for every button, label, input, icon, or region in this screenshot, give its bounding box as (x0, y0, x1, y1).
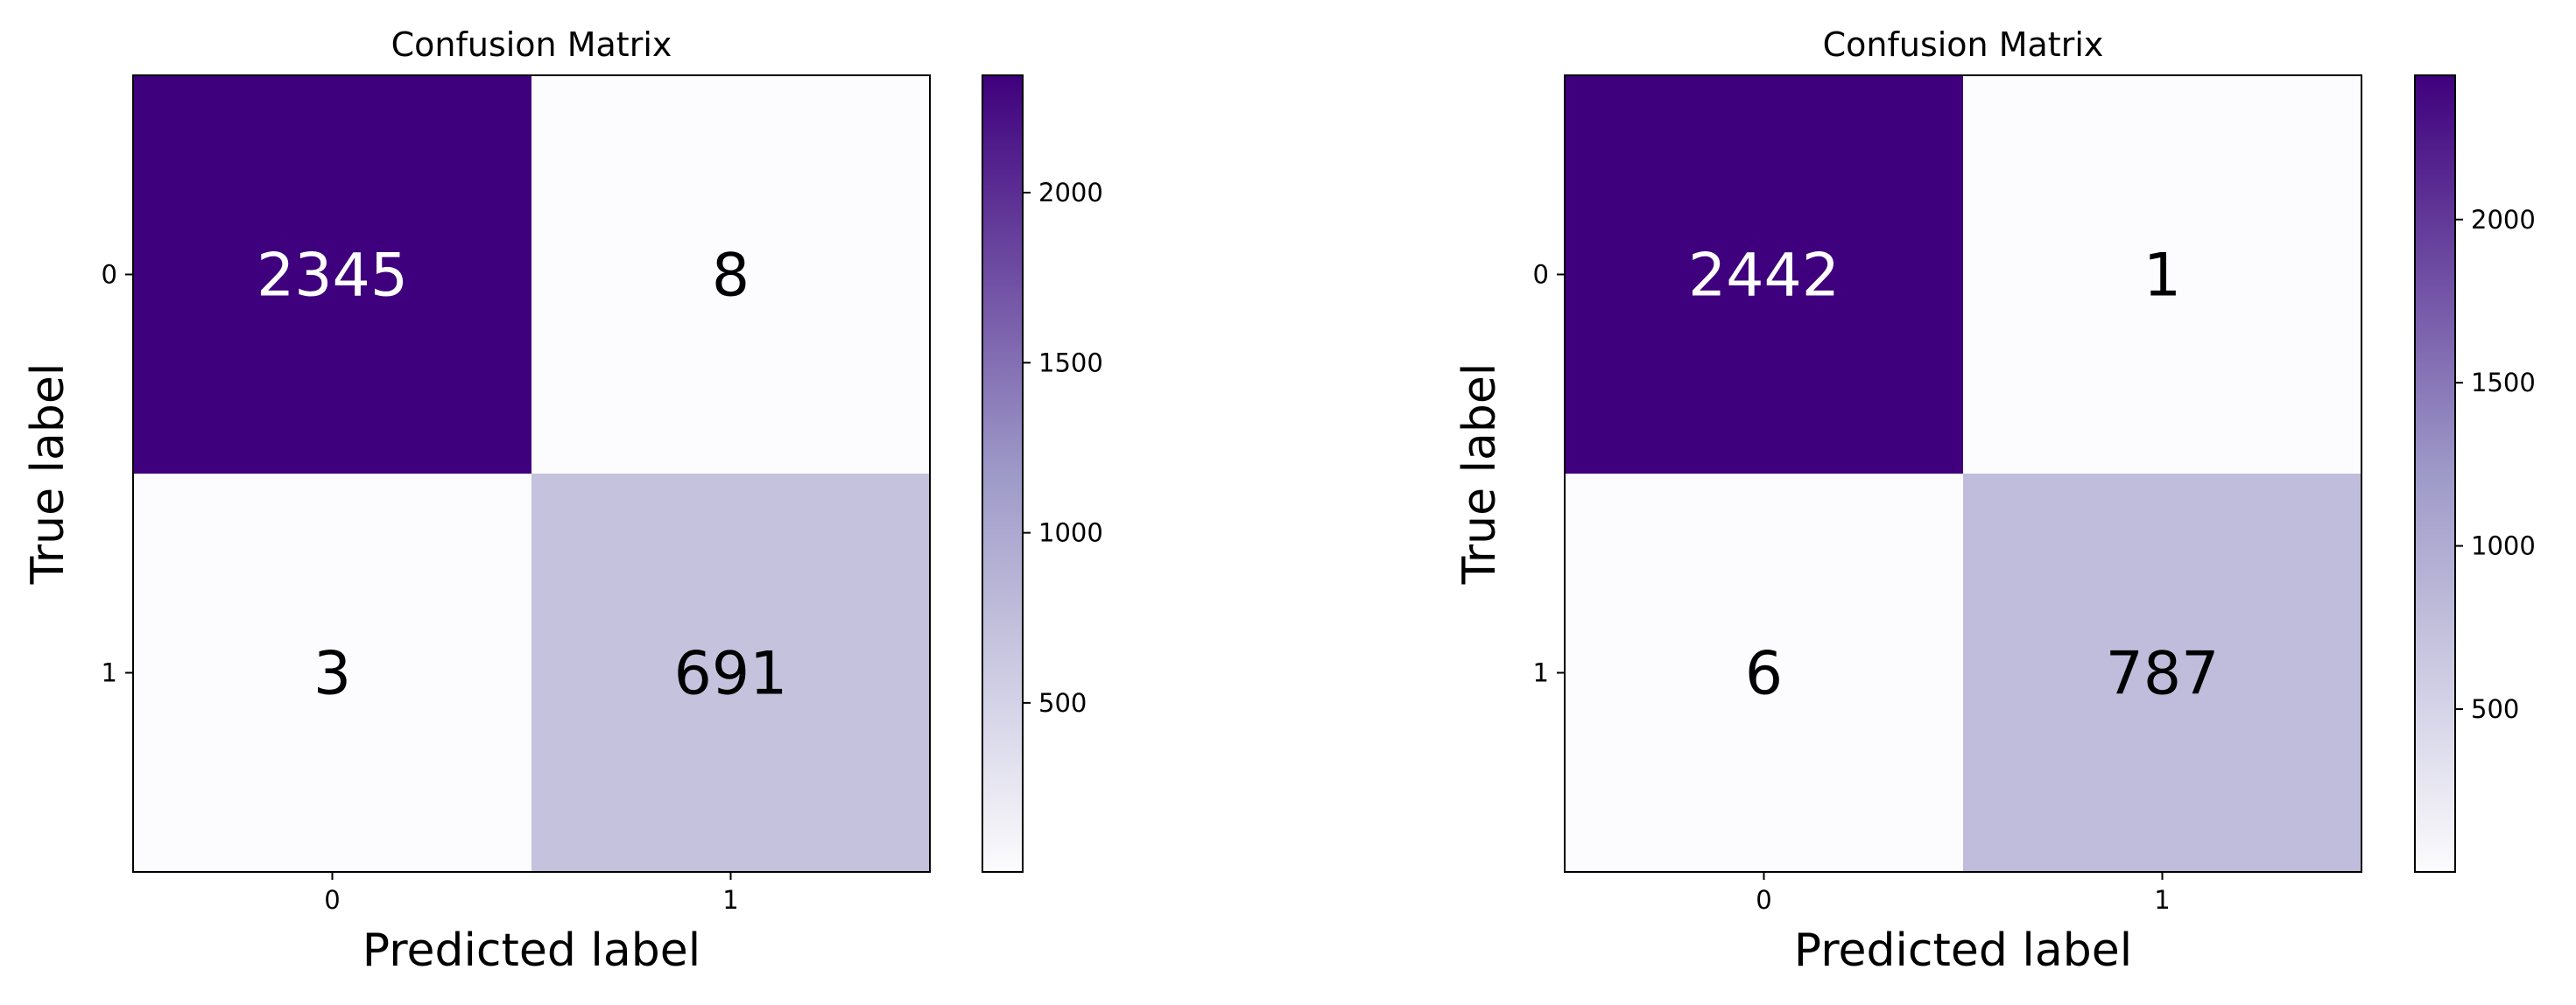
matrix-cell-0-1 (531, 75, 930, 474)
cell-value-0-0: 2345 (257, 242, 408, 311)
colorbar-tick-label: 500 (2471, 694, 2519, 724)
plot-frame (132, 74, 931, 873)
x-axis-label: Predicted label (1794, 924, 2132, 977)
matrix-cell-0-0 (133, 75, 531, 474)
y-tick-label: 1 (102, 658, 117, 688)
x-tick-label: 0 (324, 885, 340, 915)
chart-title: Confusion Matrix (1823, 25, 2104, 64)
matrix-cell-0-0 (1565, 75, 1963, 474)
confusion-matrix-chart-1: Confusion Matrix 2345 8 3 691 0 1 0 1 Predicted l… (22, 25, 1103, 977)
colorbar-tick-label: 1000 (2471, 531, 2536, 561)
colorbar-tick-label: 1500 (1038, 348, 1103, 377)
matrix-cell-1-1 (1963, 474, 2361, 872)
x-tick-label: 1 (722, 885, 738, 915)
colorbar-tick-label: 2000 (2471, 205, 2536, 235)
colorbar (2414, 74, 2456, 873)
y-axis-label: True label (1453, 363, 1506, 586)
colorbar-tick-label: 1500 (2471, 368, 2536, 397)
x-axis-label: Predicted label (362, 924, 700, 977)
cell-value-1-0: 6 (1745, 640, 1783, 709)
chart-title: Confusion Matrix (391, 25, 672, 64)
confusion-matrix-chart-2: Confusion Matrix 2442 1 6 787 0 1 0 1 Predicted l… (1453, 25, 2536, 977)
matrix-cell-1-0 (133, 474, 531, 872)
y-axis-label: True label (22, 363, 74, 586)
cell-value-0-0: 2442 (1688, 242, 1840, 311)
cell-value-1-0: 3 (313, 640, 351, 709)
colorbar-tick-label: 2000 (1038, 178, 1103, 207)
x-tick-label: 1 (2154, 885, 2170, 915)
cell-value-0-1: 8 (712, 242, 750, 311)
y-tick-label: 0 (1533, 260, 1549, 290)
plot-frame (1564, 74, 2362, 873)
cell-value-1-1: 787 (2106, 640, 2220, 709)
x-tick-label: 0 (1756, 885, 1771, 915)
colorbar (982, 74, 1024, 873)
colorbar-tick-label: 1000 (1038, 518, 1103, 548)
cell-value-0-1: 1 (2143, 242, 2181, 311)
y-tick-label: 0 (102, 260, 117, 290)
matrix-cell-1-0 (1565, 474, 1963, 872)
y-tick-label: 1 (1533, 658, 1549, 688)
colorbar-tick-label: 500 (1038, 688, 1087, 718)
matrix-cell-0-1 (1963, 75, 2361, 474)
cell-value-1-1: 691 (674, 640, 788, 709)
matrix-cell-1-1 (531, 474, 930, 872)
